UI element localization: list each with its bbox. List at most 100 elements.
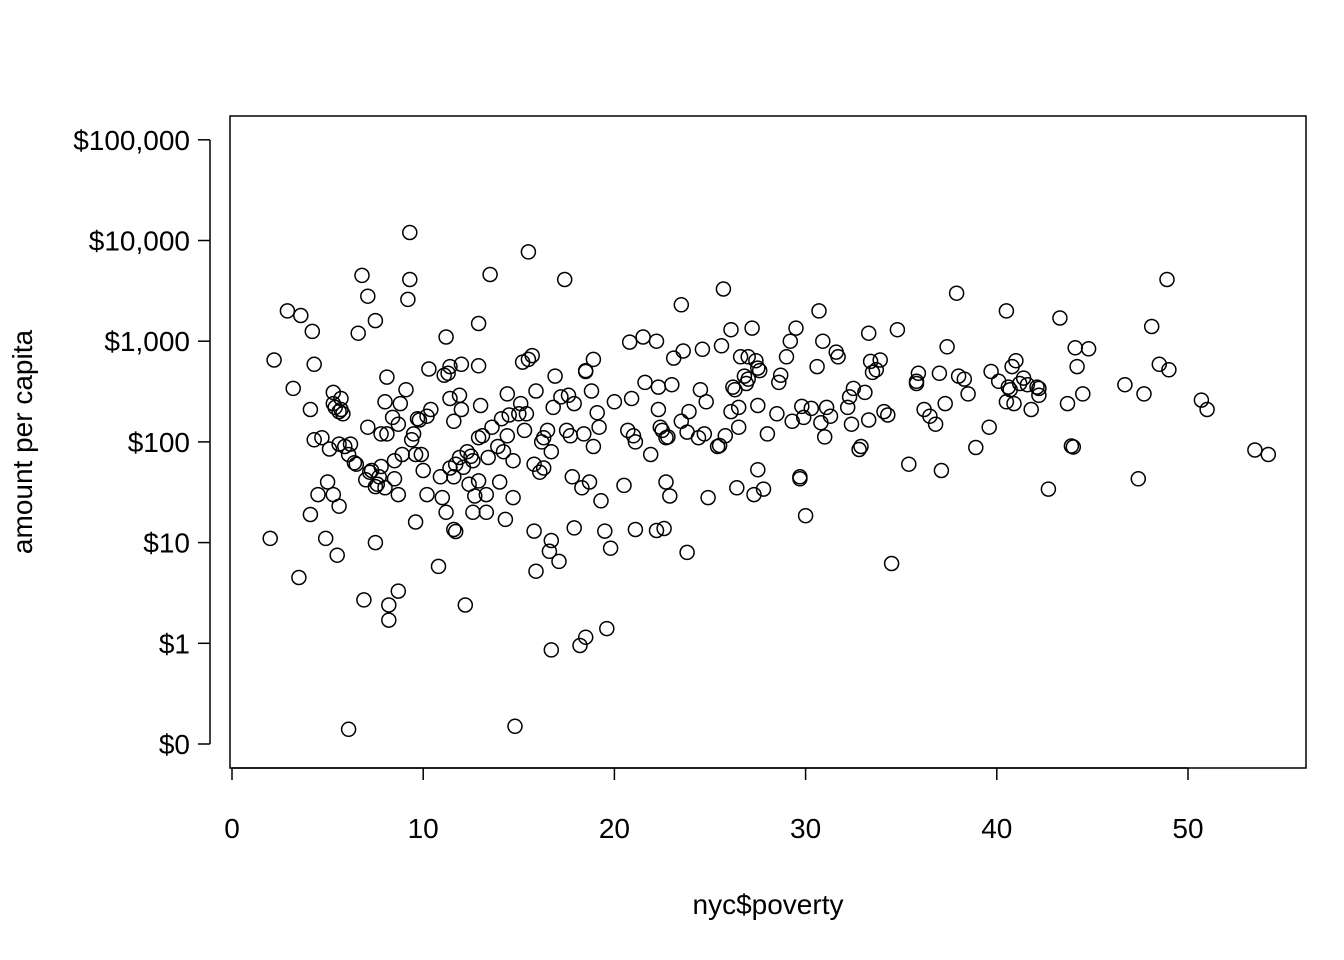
- data-point: [566, 520, 582, 536]
- data-point: [381, 612, 397, 628]
- data-point: [937, 395, 953, 412]
- data-point: [1023, 401, 1039, 418]
- data-point: [792, 469, 808, 485]
- data-point: [698, 394, 714, 410]
- data-point: [591, 419, 607, 435]
- data-point: [901, 456, 917, 472]
- data-point: [816, 429, 833, 445]
- data-point: [526, 523, 542, 539]
- data-point: [302, 401, 319, 418]
- data-point: [736, 368, 753, 384]
- data-point: [266, 352, 282, 368]
- data-point: [862, 353, 879, 370]
- y-tick-label: $10: [143, 528, 190, 559]
- data-point: [784, 413, 800, 430]
- data-point: [430, 558, 447, 575]
- data-point: [526, 456, 542, 472]
- data-point: [564, 469, 581, 485]
- data-point: [553, 389, 569, 405]
- data-point: [998, 303, 1015, 319]
- data-point: [465, 452, 481, 469]
- data-point: [730, 399, 747, 416]
- data-point: [860, 412, 877, 428]
- data-point: [981, 419, 997, 435]
- y-axis-title: amount per capita: [7, 330, 38, 555]
- data-point: [360, 419, 376, 435]
- data-point: [715, 281, 732, 297]
- data-point: [748, 352, 764, 369]
- y-axis: $0 $1 $10 $100 $1,000 $10,000 $100,000: [73, 125, 211, 760]
- data-point: [317, 530, 334, 547]
- data-point: [453, 356, 470, 373]
- data-point: [732, 349, 749, 365]
- y-tick-label: $100,000: [73, 125, 190, 156]
- data-point: [367, 534, 384, 551]
- data-point: [593, 493, 609, 509]
- data-point: [340, 446, 357, 463]
- data-point: [490, 438, 506, 455]
- data-point: [1247, 442, 1263, 458]
- data-point: [520, 351, 537, 368]
- x-tick-label: 20: [599, 813, 630, 844]
- data-point: [910, 365, 927, 382]
- data-point: [407, 514, 424, 530]
- data-point: [291, 569, 307, 586]
- data-point: [642, 446, 659, 463]
- data-point: [405, 426, 422, 442]
- x-axis-title: nyc$poverty: [693, 889, 844, 920]
- data-point: [438, 504, 454, 521]
- data-point: [1031, 380, 1047, 397]
- data-point: [314, 429, 330, 446]
- data-point: [960, 386, 976, 402]
- data-point: [402, 224, 418, 241]
- data-point: [369, 476, 386, 492]
- data-point: [627, 521, 644, 538]
- data-point: [664, 376, 680, 393]
- data-point: [434, 489, 451, 506]
- data-point: [402, 271, 418, 288]
- data-point: [482, 266, 498, 283]
- data-point: [750, 397, 766, 414]
- data-point: [1029, 379, 1045, 395]
- data-point: [730, 419, 747, 435]
- data-point: [675, 343, 691, 359]
- data-point: [293, 307, 309, 324]
- data-point: [782, 333, 799, 349]
- data-point: [381, 597, 397, 613]
- data-point: [679, 544, 695, 561]
- data-point: [939, 339, 955, 355]
- data-point: [933, 462, 950, 479]
- data-point: [948, 285, 965, 301]
- data-point: [373, 458, 389, 475]
- data-point: [956, 371, 973, 387]
- data-point: [532, 464, 548, 480]
- data-point: [470, 358, 487, 374]
- data-point: [518, 406, 535, 422]
- data-point: [673, 297, 690, 313]
- data-point: [392, 395, 409, 412]
- data-point: [577, 629, 594, 645]
- data-point: [451, 387, 468, 404]
- data-point: [751, 362, 768, 379]
- data-point: [589, 404, 605, 421]
- data-point: [377, 394, 393, 410]
- data-point: [484, 419, 500, 435]
- data-point: [335, 406, 351, 422]
- data-point: [459, 443, 475, 460]
- data-point: [302, 506, 319, 523]
- data-point: [421, 361, 437, 377]
- data-point: [883, 555, 900, 572]
- data-point: [968, 439, 984, 456]
- y-tick-label: $0: [159, 729, 190, 760]
- data-point: [602, 540, 619, 556]
- data-point: [411, 412, 428, 428]
- data-point: [841, 389, 858, 405]
- data-point: [342, 436, 359, 452]
- data-point: [1151, 356, 1168, 373]
- data-point: [1067, 340, 1083, 356]
- data-point: [1143, 318, 1160, 335]
- data-point: [673, 413, 690, 430]
- data-point: [497, 511, 514, 528]
- data-point: [1199, 401, 1215, 418]
- data-point: [390, 583, 407, 599]
